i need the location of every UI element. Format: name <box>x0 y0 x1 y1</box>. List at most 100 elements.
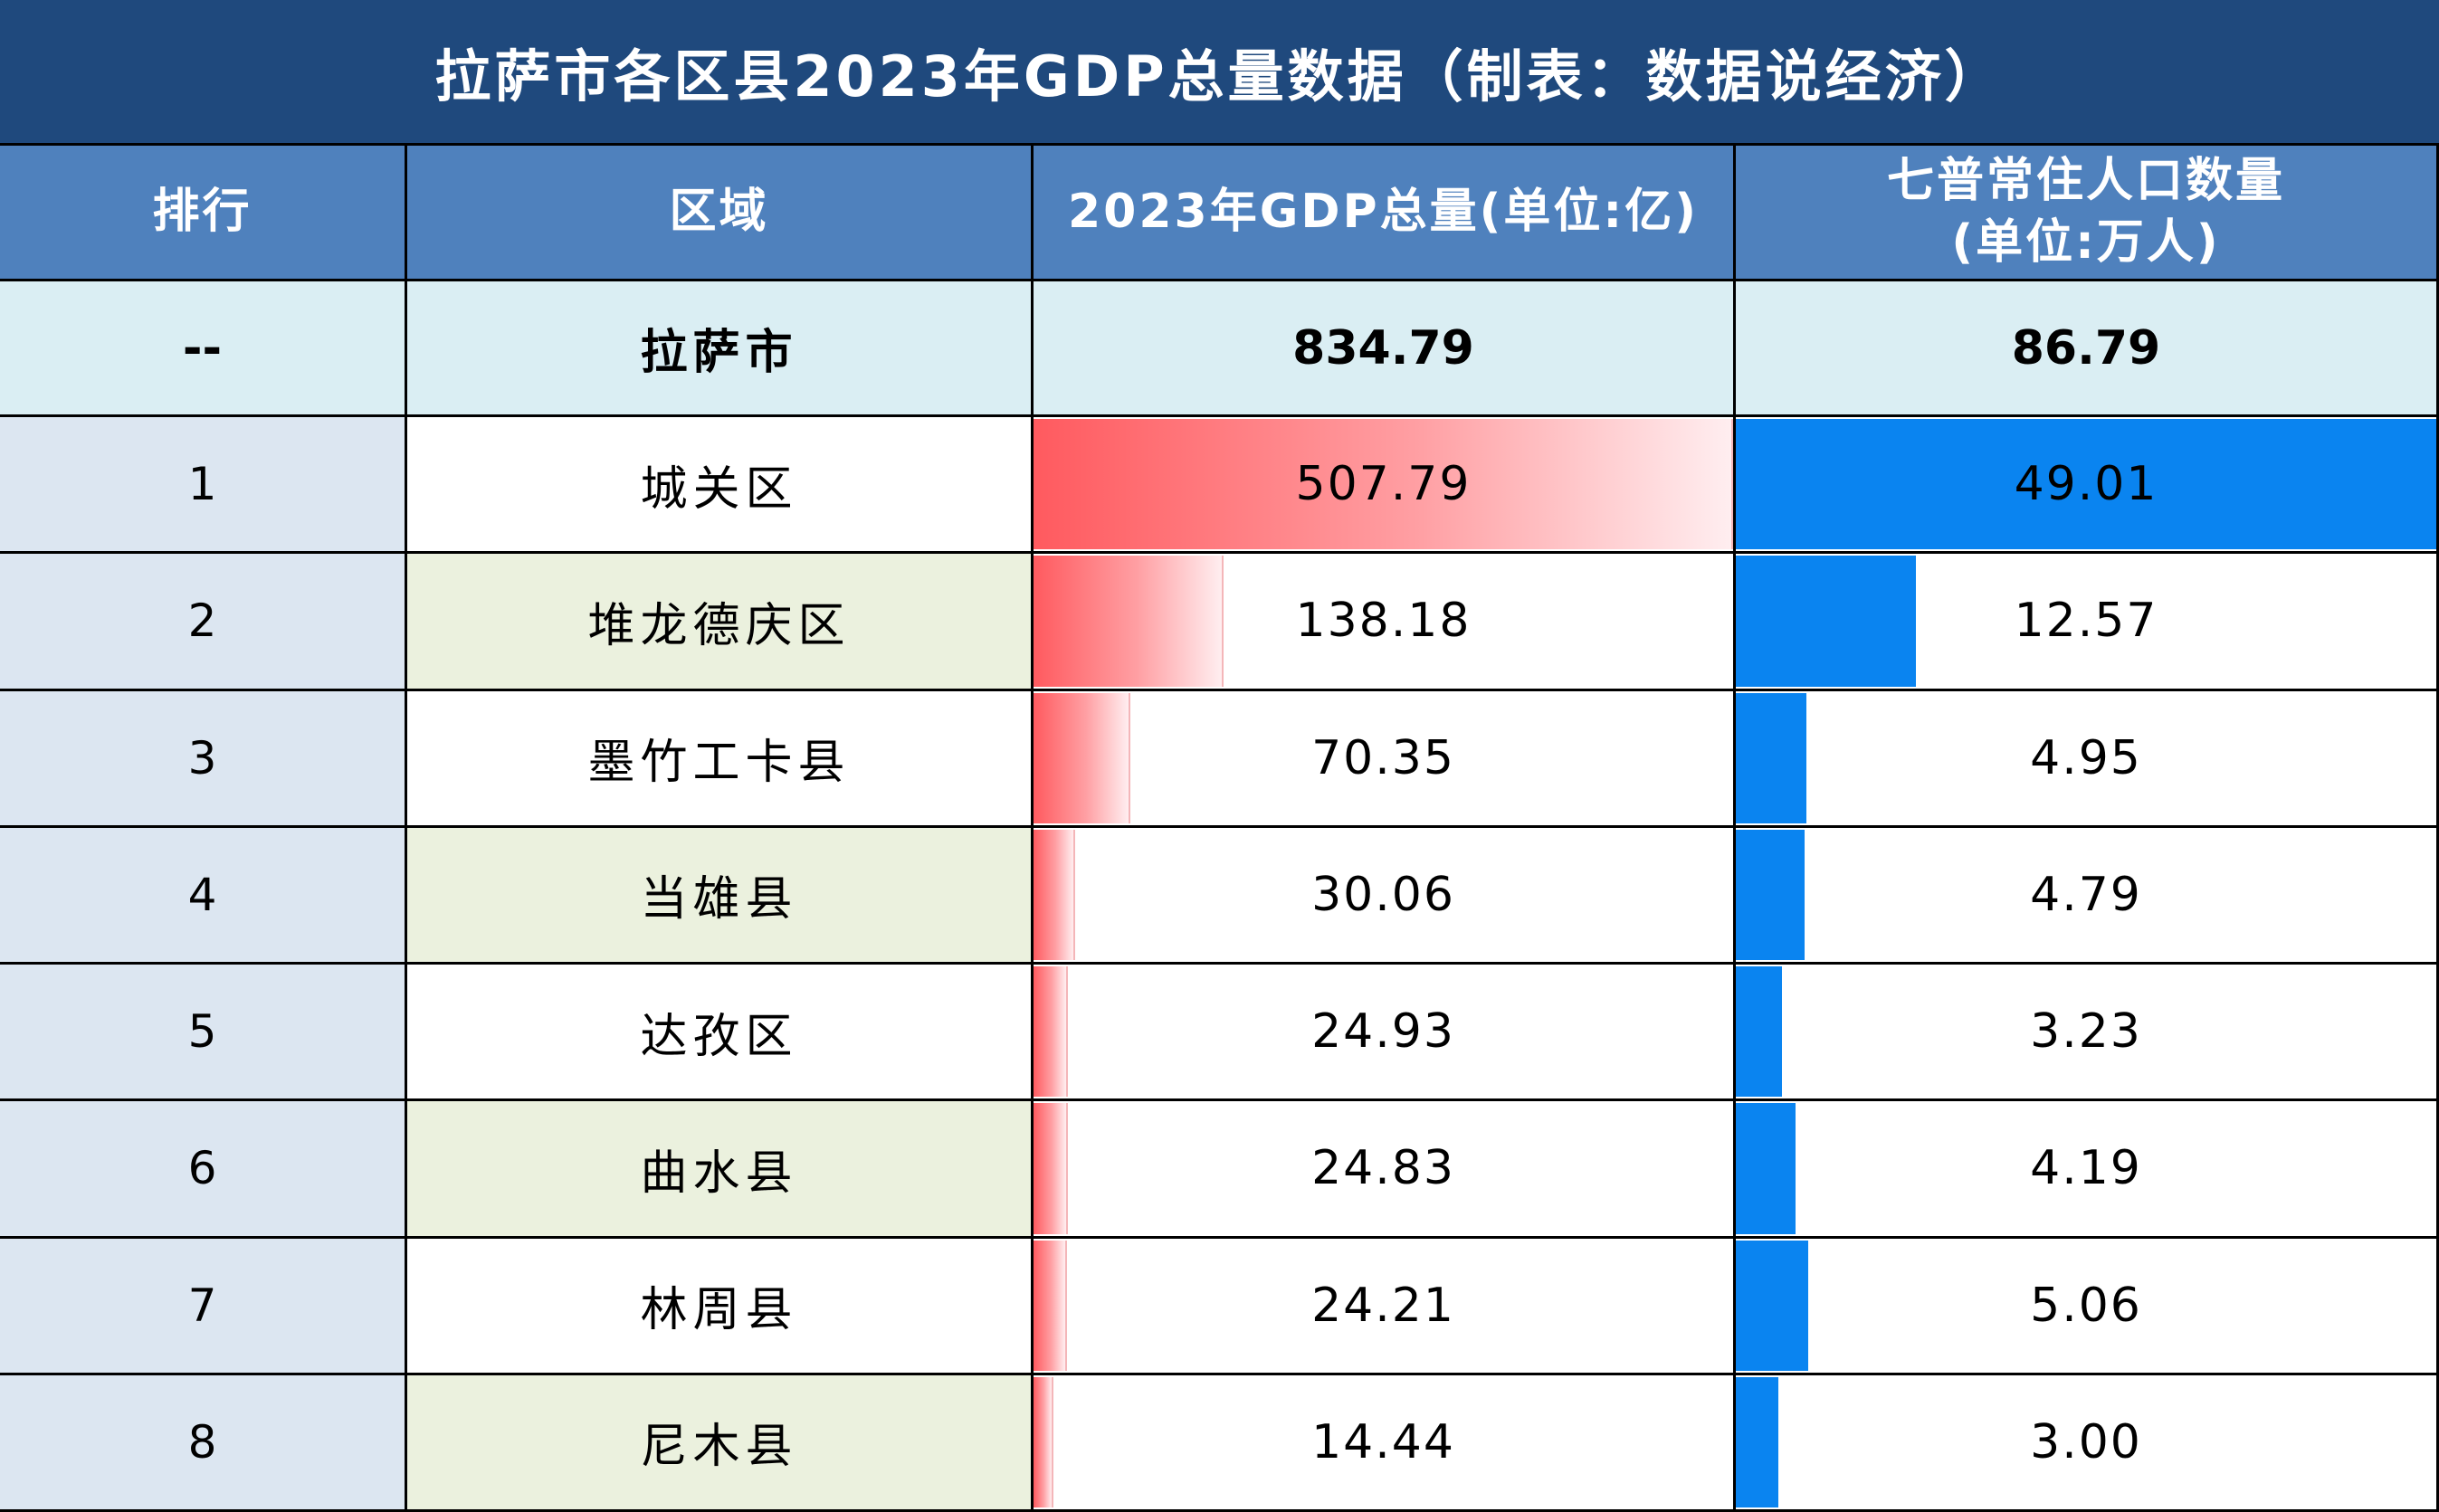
gdp-value: 30.06 <box>1311 867 1455 922</box>
gdp-bar <box>1034 419 1733 550</box>
header-rank: 排行 <box>0 146 407 281</box>
header-population-line1: 七普常住人口数量 <box>1886 153 2285 208</box>
population-cell: 3.00 <box>1736 1374 2439 1512</box>
gdp-bar <box>1034 966 1068 1098</box>
rank-cell: 5 <box>0 965 407 1102</box>
population-value: 5.06 <box>2030 1278 2142 1333</box>
total-gdp-value: 834.79 <box>1292 320 1474 376</box>
table-title: 拉萨市各区县2023年GDP总量数据（制表：数据说经济） <box>0 0 2439 146</box>
region-name: 城关区 <box>640 461 798 517</box>
population-value: 49.01 <box>2014 457 2158 512</box>
header-gdp: 2023年GDP总量(单位:亿) <box>1034 146 1736 281</box>
population-value: 3.00 <box>2030 1414 2142 1469</box>
header-gdp-label: 2023年GDP总量(单位:亿) <box>1067 184 1699 239</box>
gdp-cell: 14.44 <box>1034 1374 1736 1512</box>
population-bar <box>1736 1376 1779 1507</box>
rank-value: 8 <box>187 1415 217 1469</box>
gdp-bar <box>1034 692 1131 823</box>
total-population: 86.79 <box>1736 281 2439 417</box>
rank-value: 1 <box>187 458 217 511</box>
population-value: 4.79 <box>2030 867 2142 922</box>
rank-cell: 8 <box>0 1374 407 1512</box>
region-name: 当雄县 <box>640 872 798 927</box>
population-cell: 4.95 <box>1736 690 2439 828</box>
gdp-cell: 507.79 <box>1034 417 1736 555</box>
header-region-label: 区域 <box>669 184 769 239</box>
population-bar <box>1736 1240 1808 1371</box>
gdp-cell: 24.21 <box>1034 1238 1736 1375</box>
region-name: 达孜区 <box>640 1009 798 1064</box>
total-population-value: 86.79 <box>2011 320 2161 376</box>
header-population: 七普常住人口数量 (单位:万人) <box>1736 146 2439 281</box>
gdp-cell: 30.06 <box>1034 827 1736 965</box>
rank-value: 5 <box>187 1005 217 1059</box>
rank-cell: 3 <box>0 690 407 828</box>
gdp-bar <box>1034 1240 1067 1371</box>
population-bar <box>1736 966 1782 1098</box>
gdp-cell: 24.93 <box>1034 965 1736 1102</box>
population-value: 3.23 <box>2030 1004 2142 1060</box>
total-rank-text: -- <box>182 320 223 376</box>
header-region: 区域 <box>407 146 1034 281</box>
total-rank: -- <box>0 281 407 417</box>
rank-value: 4 <box>187 868 217 921</box>
population-value: 12.57 <box>2014 594 2158 649</box>
region-cell: 达孜区 <box>407 965 1034 1102</box>
region-cell: 林周县 <box>407 1238 1034 1375</box>
rank-cell: 1 <box>0 417 407 555</box>
total-gdp: 834.79 <box>1034 281 1736 417</box>
region-cell: 当雄县 <box>407 827 1034 965</box>
region-cell: 墨竹工卡县 <box>407 690 1034 828</box>
population-cell: 4.19 <box>1736 1101 2439 1239</box>
population-value: 4.19 <box>2030 1141 2142 1196</box>
region-cell: 曲水县 <box>407 1101 1034 1239</box>
gdp-value: 14.44 <box>1311 1414 1455 1469</box>
region-name: 墨竹工卡县 <box>587 736 851 791</box>
gdp-value: 24.21 <box>1311 1278 1455 1333</box>
gdp-value: 24.93 <box>1311 1004 1455 1060</box>
region-cell: 尼木县 <box>407 1374 1034 1512</box>
population-cell: 12.57 <box>1736 554 2439 691</box>
rank-value: 7 <box>187 1279 217 1332</box>
region-name: 堆龙德庆区 <box>587 598 851 653</box>
header-population-line2: (单位:万人) <box>1951 214 2221 270</box>
population-cell: 4.79 <box>1736 827 2439 965</box>
population-bar <box>1736 556 1916 687</box>
gdp-bar <box>1034 556 1224 687</box>
header-population-label: 七普常住人口数量 (单位:万人) <box>1887 151 2285 273</box>
gdp-cell: 138.18 <box>1034 554 1736 691</box>
gdp-bar <box>1034 1376 1053 1507</box>
gdp-value: 24.83 <box>1311 1141 1455 1196</box>
population-bar <box>1736 829 1805 960</box>
population-cell: 5.06 <box>1736 1238 2439 1375</box>
rank-cell: 7 <box>0 1238 407 1375</box>
region-name: 曲水县 <box>640 1146 798 1201</box>
population-bar <box>1736 692 1807 823</box>
region-cell: 城关区 <box>407 417 1034 555</box>
population-bar <box>1736 1103 1796 1234</box>
gdp-value: 70.35 <box>1311 730 1455 785</box>
rank-value: 6 <box>187 1142 217 1195</box>
region-name: 林周县 <box>640 1283 798 1338</box>
gdp-value: 507.79 <box>1295 457 1472 512</box>
population-value: 4.95 <box>2030 730 2142 785</box>
rank-cell: 2 <box>0 554 407 691</box>
region-name: 尼木县 <box>640 1420 798 1475</box>
rank-value: 3 <box>187 731 217 785</box>
population-bar <box>1736 419 2436 550</box>
gdp-cell: 24.83 <box>1034 1101 1736 1239</box>
region-cell: 堆龙德庆区 <box>407 554 1034 691</box>
gdp-bar <box>1034 829 1075 960</box>
header-rank-label: 排行 <box>152 184 252 239</box>
gdp-cell: 70.35 <box>1034 690 1736 828</box>
rank-value: 2 <box>187 594 217 648</box>
rank-cell: 4 <box>0 827 407 965</box>
rank-cell: 6 <box>0 1101 407 1239</box>
population-cell: 3.23 <box>1736 965 2439 1102</box>
total-region-text: 拉萨市 <box>640 326 798 380</box>
total-region: 拉萨市 <box>407 281 1034 417</box>
population-cell: 49.01 <box>1736 417 2439 555</box>
gdp-value: 138.18 <box>1295 594 1472 649</box>
gdp-bar <box>1034 1103 1068 1234</box>
